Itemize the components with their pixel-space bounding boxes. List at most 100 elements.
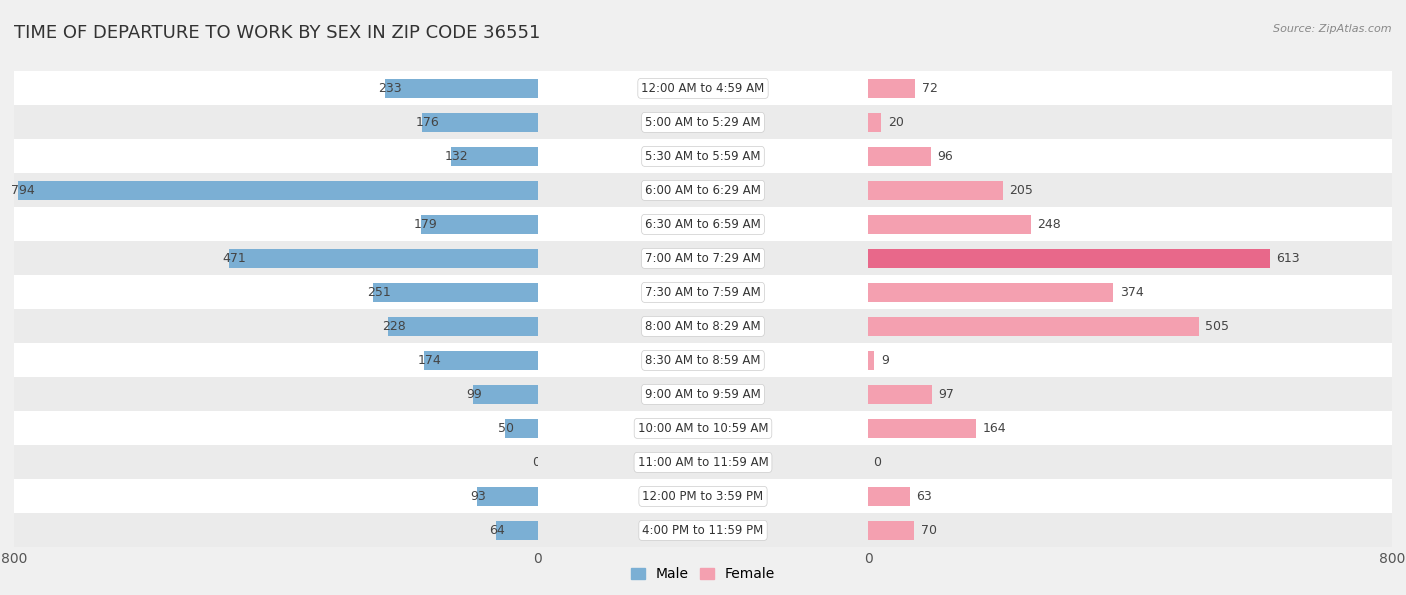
Bar [14, 377, 537, 411]
Bar [229, 249, 537, 268]
Text: 93: 93 [470, 490, 486, 503]
Text: 64: 64 [489, 524, 505, 537]
Bar [869, 105, 1392, 139]
Bar [14, 105, 537, 139]
Bar [537, 242, 869, 275]
Text: 9: 9 [880, 354, 889, 367]
Bar [537, 309, 869, 343]
Text: 164: 164 [983, 422, 1005, 435]
Text: 50: 50 [498, 422, 515, 435]
Bar [537, 377, 869, 411]
Text: 6:00 AM to 6:29 AM: 6:00 AM to 6:29 AM [645, 184, 761, 197]
Bar [869, 309, 1392, 343]
Text: 205: 205 [1010, 184, 1033, 197]
Text: 251: 251 [367, 286, 391, 299]
Legend: Male, Female: Male, Female [624, 560, 782, 588]
Bar [422, 113, 537, 131]
Text: 248: 248 [1038, 218, 1062, 231]
Bar [537, 208, 869, 242]
Bar [537, 173, 869, 208]
Bar [537, 411, 869, 446]
Bar [869, 317, 1199, 336]
Text: 174: 174 [418, 354, 441, 367]
Text: 63: 63 [917, 490, 932, 503]
Bar [537, 513, 869, 547]
Text: 11:00 AM to 11:59 AM: 11:00 AM to 11:59 AM [638, 456, 768, 469]
Bar [869, 275, 1392, 309]
Bar [477, 487, 537, 506]
Bar [869, 208, 1392, 242]
Text: 7:00 AM to 7:29 AM: 7:00 AM to 7:29 AM [645, 252, 761, 265]
Text: 6:30 AM to 6:59 AM: 6:30 AM to 6:59 AM [645, 218, 761, 231]
Bar [374, 283, 537, 302]
Text: 99: 99 [467, 388, 482, 401]
Bar [385, 79, 537, 98]
Text: 5:30 AM to 5:59 AM: 5:30 AM to 5:59 AM [645, 150, 761, 163]
Text: 20: 20 [889, 116, 904, 129]
Bar [14, 309, 537, 343]
Bar [14, 242, 537, 275]
Bar [537, 343, 869, 377]
Bar [14, 343, 537, 377]
Text: 233: 233 [378, 82, 402, 95]
Text: 8:30 AM to 8:59 AM: 8:30 AM to 8:59 AM [645, 354, 761, 367]
Bar [869, 249, 1270, 268]
Text: 0: 0 [873, 456, 882, 469]
Bar [869, 71, 1392, 105]
Bar [537, 71, 869, 105]
Text: 613: 613 [1277, 252, 1299, 265]
Text: 10:00 AM to 10:59 AM: 10:00 AM to 10:59 AM [638, 422, 768, 435]
Bar [388, 317, 537, 336]
Bar [14, 208, 537, 242]
Bar [496, 521, 537, 540]
Text: 9:00 AM to 9:59 AM: 9:00 AM to 9:59 AM [645, 388, 761, 401]
Bar [14, 139, 537, 173]
Text: 5:00 AM to 5:29 AM: 5:00 AM to 5:29 AM [645, 116, 761, 129]
Bar [869, 215, 1031, 234]
Text: 794: 794 [11, 184, 35, 197]
Bar [537, 446, 869, 480]
Bar [869, 487, 910, 506]
Bar [14, 173, 537, 208]
Bar [869, 411, 1392, 446]
Bar [869, 79, 915, 98]
Bar [869, 446, 1392, 480]
Bar [869, 283, 1114, 302]
Text: 374: 374 [1119, 286, 1143, 299]
Text: 97: 97 [938, 388, 955, 401]
Bar [14, 446, 537, 480]
Bar [869, 521, 914, 540]
Bar [14, 411, 537, 446]
Bar [869, 242, 1392, 275]
Bar [537, 275, 869, 309]
Text: 12:00 PM to 3:59 PM: 12:00 PM to 3:59 PM [643, 490, 763, 503]
Bar [869, 343, 1392, 377]
Bar [14, 275, 537, 309]
Bar [420, 215, 537, 234]
Bar [505, 419, 537, 438]
Bar [869, 419, 976, 438]
Bar [869, 385, 932, 404]
Text: 8:00 AM to 8:29 AM: 8:00 AM to 8:29 AM [645, 320, 761, 333]
Bar [18, 181, 537, 200]
Bar [869, 377, 1392, 411]
Bar [869, 173, 1392, 208]
Bar [537, 480, 869, 513]
Text: 70: 70 [921, 524, 936, 537]
Bar [869, 480, 1392, 513]
Bar [537, 105, 869, 139]
Bar [869, 139, 1392, 173]
Text: Source: ZipAtlas.com: Source: ZipAtlas.com [1274, 24, 1392, 34]
Bar [869, 113, 882, 131]
Text: 0: 0 [533, 456, 540, 469]
Bar [869, 351, 875, 369]
Text: 176: 176 [416, 116, 440, 129]
Bar [14, 513, 537, 547]
Text: 471: 471 [222, 252, 246, 265]
Bar [869, 513, 1392, 547]
Bar [869, 147, 931, 166]
Text: 72: 72 [922, 82, 938, 95]
Bar [423, 351, 537, 369]
Bar [14, 71, 537, 105]
Bar [472, 385, 537, 404]
